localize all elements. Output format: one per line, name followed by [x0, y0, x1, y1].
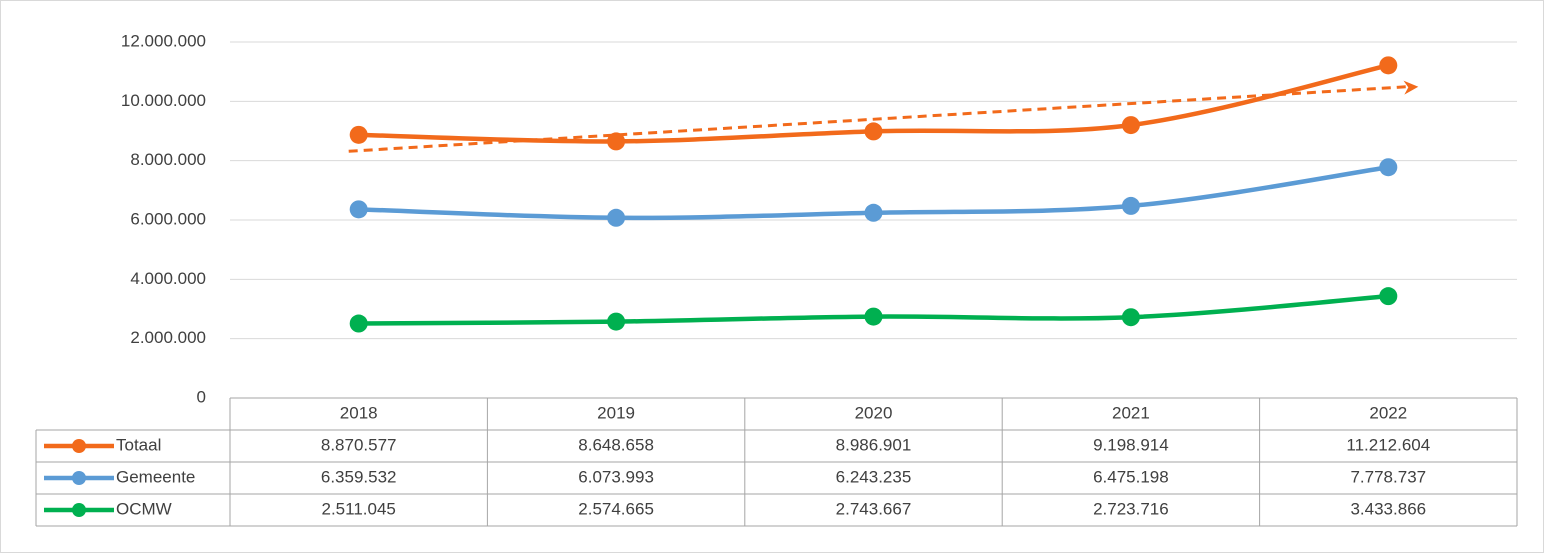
x-tick-label: 2021: [1112, 403, 1150, 422]
table-value: 6.073.993: [578, 467, 654, 486]
marker: [607, 132, 626, 151]
table-value: 2.574.665: [578, 499, 654, 518]
y-tick-label: 6.000.000: [130, 209, 206, 228]
table-value: 2.511.045: [322, 499, 396, 518]
legend-label: Totaal: [116, 435, 161, 454]
trendline: [348, 85, 1407, 153]
legend-marker: [72, 503, 86, 517]
table-value: 6.359.532: [321, 467, 397, 486]
legend-label: Gemeente: [116, 467, 195, 486]
x-tick-label: 2020: [855, 403, 893, 422]
legend-marker: [72, 471, 86, 485]
marker: [607, 312, 626, 331]
legend-label: OCMW: [116, 499, 172, 518]
x-tick-label: 2019: [597, 403, 635, 422]
marker: [864, 307, 883, 326]
table-value: 8.986.901: [836, 435, 912, 454]
marker: [1379, 287, 1398, 306]
y-tick-label: 2.000.000: [130, 328, 206, 347]
marker: [1379, 56, 1398, 75]
marker: [349, 200, 368, 219]
table-value: 8.870.577: [321, 435, 397, 454]
y-tick-label: 4.000.000: [130, 269, 206, 288]
y-tick-label: 10.000.000: [121, 91, 206, 110]
table-value: 8.648.658: [578, 435, 654, 454]
table-value: 7.778.737: [1350, 467, 1426, 486]
trendline-arrow: [1403, 80, 1419, 95]
table-value: 9.198.914: [1093, 435, 1169, 454]
table-value: 6.475.198: [1093, 467, 1169, 486]
marker: [864, 203, 883, 222]
table-value: 6.243.235: [836, 467, 912, 486]
marker: [1121, 116, 1140, 135]
x-tick-label: 2018: [340, 403, 378, 422]
y-tick-label: 12.000.000: [121, 31, 206, 50]
x-tick-label: 2022: [1369, 403, 1407, 422]
table-value: 2.743.667: [836, 499, 912, 518]
marker: [607, 208, 626, 227]
legend-marker: [72, 439, 86, 453]
marker: [864, 122, 883, 141]
table-value: 11.212.604: [1346, 435, 1430, 454]
marker: [1121, 196, 1140, 215]
marker: [1121, 308, 1140, 327]
marker: [349, 314, 368, 333]
marker: [349, 125, 368, 144]
marker: [1379, 158, 1398, 177]
table-value: 3.433.866: [1350, 499, 1426, 518]
y-tick-label: 8.000.000: [130, 150, 206, 169]
y-tick-label: 0: [197, 387, 206, 406]
table-value: 2.723.716: [1093, 499, 1169, 518]
